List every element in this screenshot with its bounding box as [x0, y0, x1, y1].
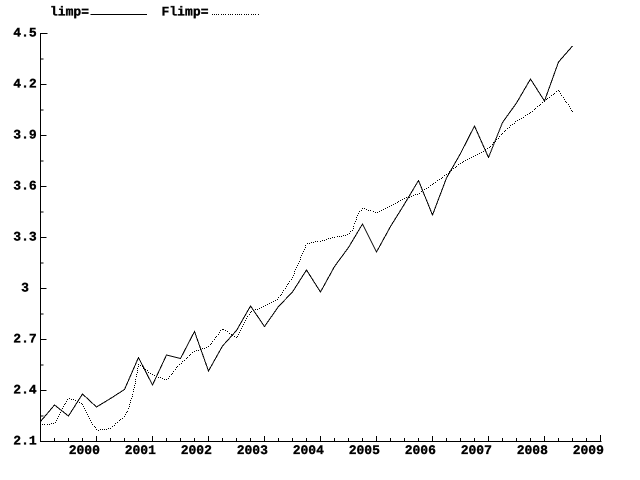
svg-text:2007: 2007 — [461, 443, 492, 458]
svg-text:2002: 2002 — [181, 443, 212, 458]
svg-text:2001: 2001 — [125, 443, 156, 458]
svg-text:4.2: 4.2 — [13, 77, 37, 92]
svg-text:2004: 2004 — [293, 443, 324, 458]
svg-text:2005: 2005 — [349, 443, 380, 458]
svg-text:2.4: 2.4 — [13, 383, 37, 398]
svg-text:3.6: 3.6 — [13, 179, 37, 194]
svg-text:Flimp=: Flimp= — [162, 5, 209, 20]
svg-text:2.1: 2.1 — [13, 434, 37, 449]
svg-text:2006: 2006 — [405, 443, 436, 458]
svg-text:limp=: limp= — [50, 5, 89, 20]
svg-text:2000: 2000 — [69, 443, 100, 458]
svg-text:2.7: 2.7 — [13, 332, 36, 347]
svg-text:2009: 2009 — [573, 443, 604, 458]
svg-text:2008: 2008 — [517, 443, 548, 458]
svg-text:3.3: 3.3 — [13, 230, 37, 245]
svg-text:4.5: 4.5 — [13, 26, 37, 41]
svg-text:3: 3 — [21, 281, 29, 296]
svg-text:2003: 2003 — [237, 443, 268, 458]
svg-text:3.9: 3.9 — [13, 128, 37, 143]
